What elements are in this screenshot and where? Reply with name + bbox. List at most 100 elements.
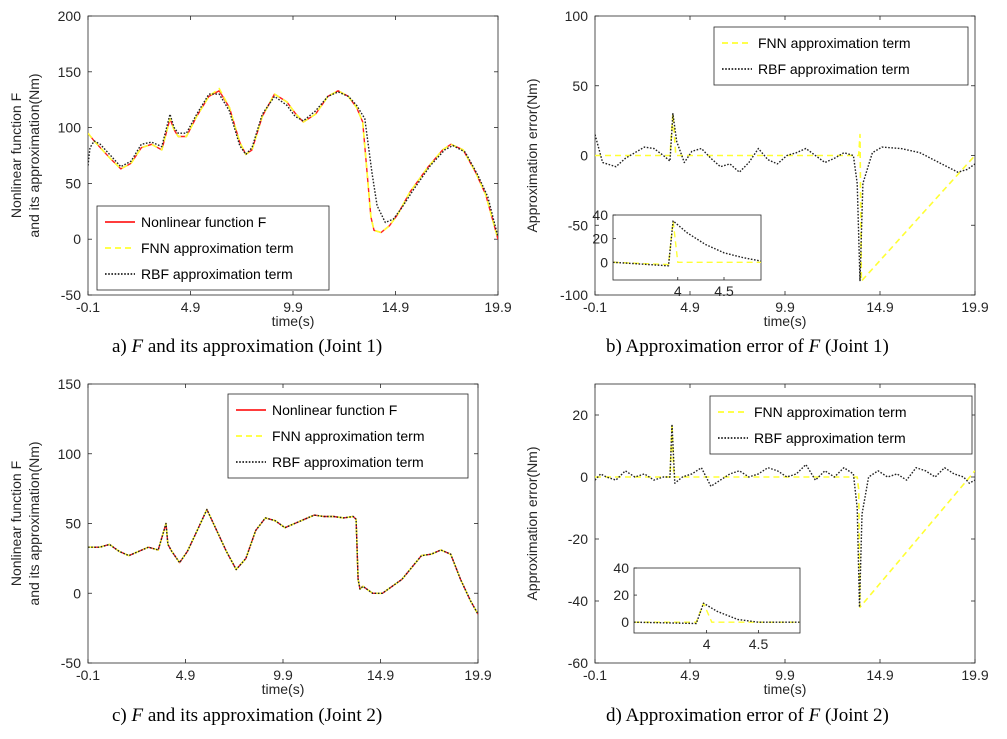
legend-label: RBF approximation term xyxy=(754,430,906,446)
caption-c: c) F and its approximation (Joint 2) xyxy=(112,705,383,726)
x-axis-label: time(s) xyxy=(272,313,315,329)
legend-box xyxy=(96,205,330,291)
legend-label: RBF approximation term xyxy=(758,61,910,77)
series-group xyxy=(88,87,498,240)
x-tick-label: 4.9 xyxy=(680,299,700,315)
inset-series-line-1 xyxy=(613,220,761,267)
inset-x-tick-label: 4.5 xyxy=(749,636,769,652)
inset-y-tick-label: 0 xyxy=(621,614,629,630)
y-tick-label: 100 xyxy=(58,446,82,462)
y-axis-label: Approximation error(Nm) xyxy=(524,446,540,600)
legend-label: RBF approximation term xyxy=(141,266,293,282)
x-tick-label: -0.1 xyxy=(583,299,607,315)
x-tick-label: -0.1 xyxy=(76,299,100,315)
legend-label: FNN approximation term xyxy=(758,35,911,51)
caption-d: d) Approximation error of F (Joint 2) xyxy=(606,705,889,726)
y-tick-label: 50 xyxy=(65,516,81,532)
inset-y-tick-label: 20 xyxy=(613,587,629,603)
y-axis-label: Approximation error(Nm) xyxy=(524,78,540,232)
series-group xyxy=(595,423,975,608)
x-tick-label: 4.9 xyxy=(680,667,700,683)
x-tick-label: 19.9 xyxy=(961,299,988,315)
inset-series-line-1 xyxy=(634,602,800,625)
x-tick-label: 4.9 xyxy=(176,667,196,683)
y-tick-label: -50 xyxy=(568,217,588,233)
y-tick-label: 50 xyxy=(572,78,588,94)
legend: FNN approximation term RBF approximation … xyxy=(713,26,969,86)
x-tick-label: 14.9 xyxy=(382,299,409,315)
inset-area xyxy=(633,567,801,634)
legend-box xyxy=(709,395,973,455)
y-tick-label: 0 xyxy=(580,469,588,485)
x-axis-label: time(s) xyxy=(764,681,807,697)
series-line-0 xyxy=(595,112,975,282)
y-tick-label: -100 xyxy=(560,287,588,303)
chart-panel-1: -0.1 4.9 9.9 14.9 19.9 -100 -50 0 50 100 time(s) Ap… xyxy=(524,8,989,329)
legend-label: FNN approximation term xyxy=(141,240,294,256)
legend: Nonlinear function F FNN approximation te… xyxy=(227,393,469,479)
series-line-1 xyxy=(88,87,498,240)
series-line-2 xyxy=(88,508,478,615)
x-tick-label: 19.9 xyxy=(961,667,988,683)
y-tick-label: 100 xyxy=(58,120,82,136)
y-tick-label: -50 xyxy=(61,655,81,671)
legend: FNN approximation term RBF approximation … xyxy=(709,395,973,455)
x-tick-label: 14.9 xyxy=(367,667,394,683)
x-axis-label: time(s) xyxy=(262,681,305,697)
chart-panel-3: -0.1 4.9 9.9 14.9 19.9 -60 -40 -20 0 20 time(s) App… xyxy=(524,383,989,697)
caption-b: b) Approximation error of F (Joint 1) xyxy=(606,336,889,357)
inset-x-tick-label: 4.5 xyxy=(714,283,734,299)
y-tick-label: -60 xyxy=(568,655,588,671)
inset-y-tick-label: 40 xyxy=(592,207,608,223)
x-tick-label: 9.9 xyxy=(775,299,795,315)
legend-label: RBF approximation term xyxy=(272,454,424,470)
inset-y-tick-label: 40 xyxy=(613,560,629,576)
inset-x-tick-label: 4 xyxy=(674,283,682,299)
inset-y-tick-label: 20 xyxy=(592,231,608,247)
y-tick-label: 0 xyxy=(73,585,81,601)
inset-x-tick-label: 4 xyxy=(703,636,711,652)
caption-a: a) F and its approximation (Joint 1) xyxy=(112,336,383,357)
y-tick-label: -40 xyxy=(568,593,588,609)
inset-chart: 4 4.5 0 20 40 xyxy=(613,560,801,652)
x-axis-label: time(s) xyxy=(764,313,807,329)
y-tick-label: 20 xyxy=(572,407,588,423)
y-axis-label: and its approximation(Nm) xyxy=(26,73,42,237)
legend-label: FNN approximation term xyxy=(272,428,425,444)
y-tick-label: 100 xyxy=(565,8,589,24)
inset-series-group xyxy=(634,602,800,625)
chart-panel-2: -0.1 4.9 9.9 14.9 19.9 -50 0 50 100 150 time(s) Non… xyxy=(8,376,492,697)
x-tick-label: 14.9 xyxy=(866,299,893,315)
series-group xyxy=(595,112,975,282)
y-tick-label: 150 xyxy=(58,376,82,392)
legend-label: Nonlinear function F xyxy=(272,402,397,418)
y-axis-label: Nonlinear function F xyxy=(8,93,24,218)
y-tick-label: 50 xyxy=(65,175,81,191)
legend-label: FNN approximation term xyxy=(754,404,907,420)
y-tick-label: 200 xyxy=(58,8,82,24)
series-group xyxy=(88,508,478,615)
x-tick-label: 14.9 xyxy=(866,667,893,683)
series-line-1 xyxy=(595,423,975,608)
legend: Nonlinear function F FNN approximation te… xyxy=(96,205,330,291)
inset-y-tick-label: 0 xyxy=(600,254,608,270)
y-axis-label: Nonlinear function F xyxy=(8,461,24,586)
series-line-1 xyxy=(595,113,975,282)
y-tick-label: 150 xyxy=(58,64,82,80)
x-tick-label: -0.1 xyxy=(583,667,607,683)
x-tick-label: 9.9 xyxy=(775,667,795,683)
y-tick-label: 0 xyxy=(73,231,81,247)
inset-series-group xyxy=(613,220,761,267)
series-line-2 xyxy=(88,91,498,238)
x-tick-label: 4.9 xyxy=(181,299,201,315)
x-tick-label: 9.9 xyxy=(283,299,303,315)
legend-label: Nonlinear function F xyxy=(141,214,266,230)
x-tick-label: 19.9 xyxy=(464,667,491,683)
x-tick-label: 19.9 xyxy=(484,299,511,315)
y-tick-label: 0 xyxy=(580,148,588,164)
legend-box xyxy=(713,26,969,86)
y-axis-label: and its approximation(Nm) xyxy=(26,441,42,605)
x-tick-label: 9.9 xyxy=(273,667,293,683)
chart-panel-0: -0.1 4.9 9.9 14.9 19.9 -50 0 50 100 150 200 time(s)… xyxy=(8,8,512,329)
